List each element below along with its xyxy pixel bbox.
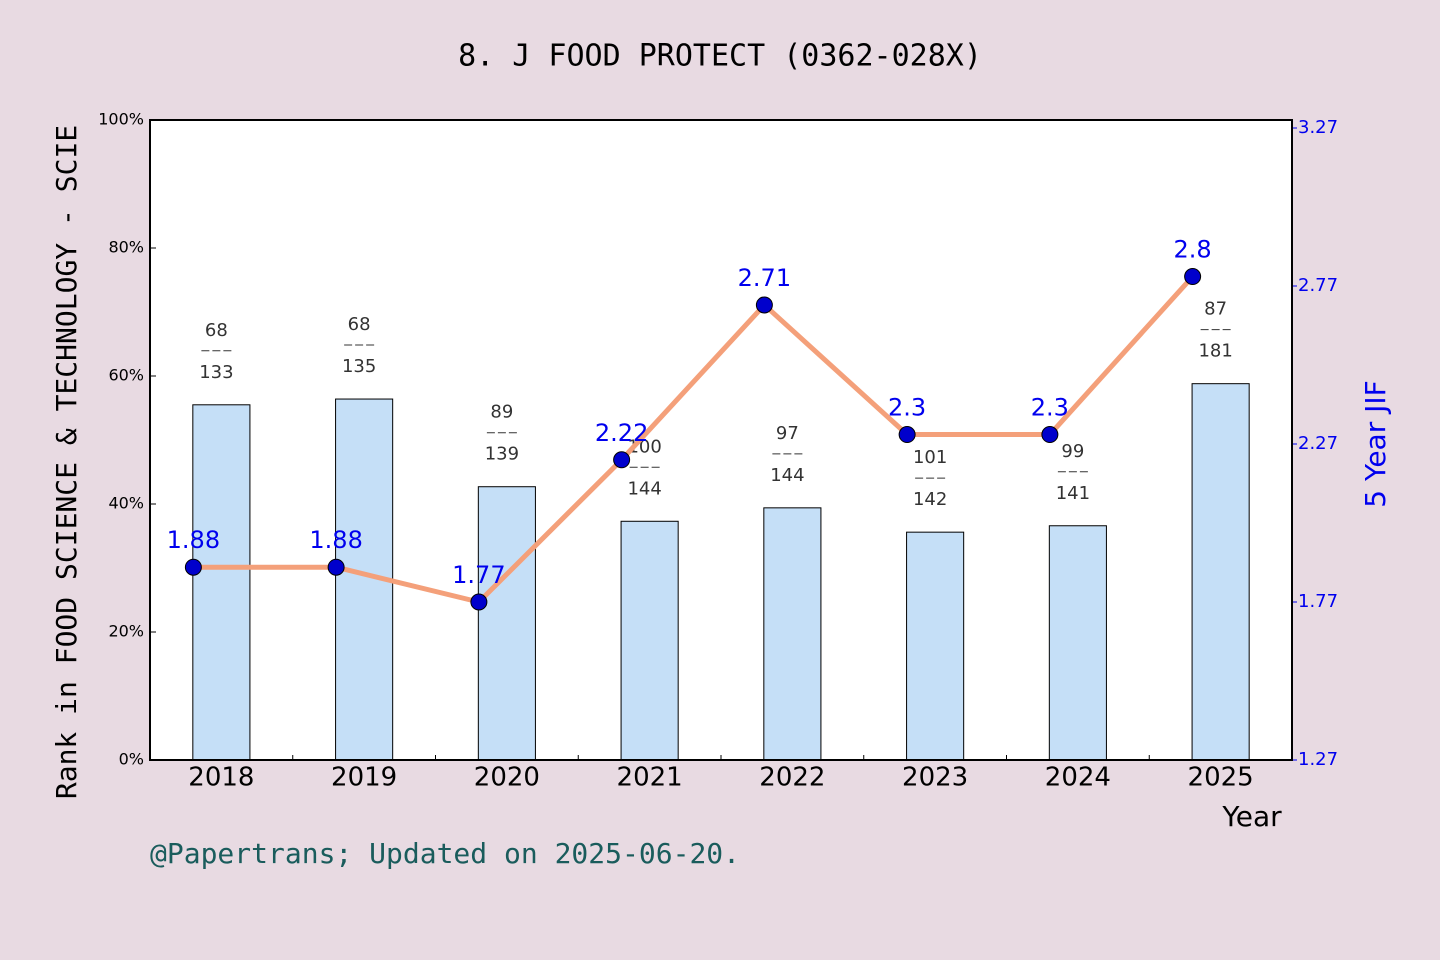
- total-label: 144: [770, 465, 804, 486]
- bar: [620, 520, 679, 761]
- footer: @Papertrans; Updated on 2025-06-20.: [150, 837, 740, 870]
- chart-title: 8. J FOOD PROTECT (0362-028X): [458, 39, 982, 74]
- y2-tick-label: 3.27: [1298, 117, 1338, 138]
- y-tick-label: 60%: [108, 366, 144, 385]
- x-axis-label: Year: [1221, 800, 1282, 833]
- y2-tick-label: 2.27: [1298, 433, 1338, 454]
- y-tick-label: 100%: [98, 110, 144, 129]
- y2-tick-label: 2.77: [1298, 275, 1338, 296]
- rank-label: 87: [1204, 299, 1227, 320]
- jif-label: 2.8: [1174, 236, 1212, 264]
- bar: [477, 486, 536, 761]
- bar: [192, 404, 251, 761]
- x-tick-label: 2024: [1045, 763, 1111, 793]
- jif-line: [193, 274, 1195, 605]
- rank-label: 89: [490, 402, 513, 423]
- y-tick-label: 0%: [119, 750, 144, 769]
- x-tick-label: 2025: [1188, 763, 1254, 793]
- jif-label: 2.71: [738, 264, 791, 292]
- y-tick-label: 40%: [108, 494, 144, 513]
- y2-axis-label: 5 Year JIF: [1359, 380, 1392, 508]
- plot-area: [150, 120, 1292, 760]
- y2-tick-label: 1.27: [1298, 749, 1338, 770]
- total-label: 142: [913, 489, 947, 510]
- y2-tick-label: 1.77: [1298, 591, 1338, 612]
- jif-marker: [1184, 268, 1202, 286]
- jif-marker: [755, 296, 773, 314]
- total-label: 141: [1056, 483, 1090, 504]
- x-tick-label: 2023: [902, 763, 968, 793]
- x-tick-label: 2020: [474, 763, 540, 793]
- y-axis-label: Rank in FOOD SCIENCE & TECHNOLOGY - SCIE: [50, 125, 83, 799]
- total-label: 133: [199, 362, 233, 383]
- jif-label: 1.77: [452, 561, 505, 589]
- bar: [1191, 383, 1250, 761]
- rank-label: 68: [205, 320, 228, 341]
- x-tick-label: 2021: [617, 763, 683, 793]
- rank-label: 99: [1061, 441, 1084, 462]
- rank-label: 68: [348, 314, 371, 335]
- jif-marker: [613, 451, 631, 469]
- jif-label: 2.3: [888, 394, 926, 422]
- plot-frame: [149, 119, 1293, 761]
- total-label: 139: [485, 444, 519, 465]
- jif-label: 1.88: [167, 526, 220, 554]
- jif-marker: [184, 558, 202, 576]
- jif-label: 1.88: [309, 526, 362, 554]
- jif-label: 2.3: [1031, 394, 1069, 422]
- total-label: 144: [627, 478, 661, 499]
- rank-label: 97: [776, 423, 799, 444]
- x-tick-label: 2018: [188, 763, 254, 793]
- jif-marker: [470, 593, 488, 611]
- jif-marker: [1041, 426, 1059, 444]
- x-tick-label: 2019: [331, 763, 397, 793]
- bar: [763, 507, 822, 761]
- y-tick-label: 20%: [108, 622, 144, 641]
- bar: [906, 531, 965, 761]
- jif-marker: [327, 558, 345, 576]
- total-label: 135: [342, 356, 376, 377]
- y-tick-label: 80%: [108, 238, 144, 257]
- x-tick-label: 2022: [759, 763, 825, 793]
- bar: [1048, 525, 1107, 761]
- jif-label: 2.22: [595, 419, 648, 447]
- jif-marker: [898, 426, 916, 444]
- total-label: 181: [1198, 341, 1232, 362]
- rank-label: 101: [913, 447, 947, 468]
